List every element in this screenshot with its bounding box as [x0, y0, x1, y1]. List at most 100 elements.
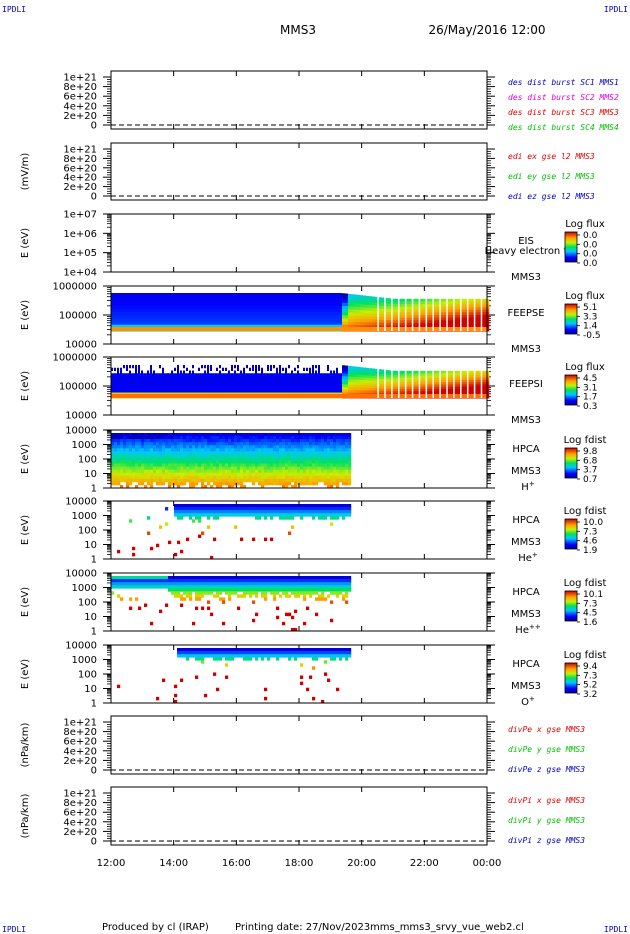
spectrogram-cell — [210, 293, 214, 297]
spectrogram-cell — [279, 376, 283, 380]
spectrogram-cell — [267, 481, 271, 486]
spectrogram-cell — [141, 442, 145, 446]
spectrogram-cell — [330, 442, 334, 446]
spectrogram-cell — [231, 448, 235, 452]
spectrogram-cell — [162, 460, 166, 464]
spectrogram-cell — [282, 312, 286, 316]
spectrogram-cell — [303, 466, 307, 471]
spectrogram-cell — [348, 436, 352, 440]
spectrogram-cell — [444, 382, 448, 385]
spectrogram-cell — [276, 463, 280, 468]
spectrogram-cell — [381, 383, 385, 387]
spectrogram-cell — [465, 304, 469, 308]
spectrogram-cell — [258, 475, 262, 480]
spectrogram-cell — [153, 384, 157, 388]
spectrogram-cell — [216, 318, 220, 322]
spectrogram-cell — [270, 305, 274, 310]
spectrogram-cell — [207, 451, 211, 455]
spectrogram-cell — [348, 460, 352, 464]
spectrogram-cell — [126, 373, 130, 377]
spectrogram-cell — [342, 442, 346, 446]
spectrogram-cell — [219, 513, 223, 517]
spectrogram-cell — [315, 387, 319, 391]
spectrogram-cell — [165, 299, 169, 303]
spectrogram-cell — [264, 384, 268, 388]
spectrogram-cell — [441, 382, 445, 385]
spectrogram-cell — [312, 308, 316, 313]
spectrogram-cell — [198, 439, 202, 443]
spectrogram-cell — [222, 315, 226, 319]
spectrogram-cell — [189, 389, 193, 393]
spectrogram-cell — [255, 433, 259, 437]
spectrogram-cell — [186, 318, 190, 322]
spectrogram-cell — [189, 513, 193, 517]
spectrogram-cell — [426, 384, 430, 388]
spectrogram-cell — [312, 469, 316, 474]
spectrogram-cell — [240, 451, 244, 455]
spectrogram-cell — [486, 314, 490, 319]
spectrogram-cell — [330, 315, 334, 319]
spectrogram-cell — [222, 445, 226, 449]
spectrogram-cell — [111, 321, 115, 326]
spectrogram-cell — [276, 373, 280, 377]
spectrogram-cell — [246, 513, 250, 517]
spectrogram-cell — [216, 507, 220, 511]
spectrogram-cell — [189, 381, 193, 385]
spectrogram-cell — [186, 463, 190, 468]
spectrogram-cell — [375, 373, 379, 377]
spectrogram-cell — [135, 484, 139, 489]
spectrogram-cell — [231, 293, 235, 297]
spectrogram-cell — [213, 389, 217, 393]
spectrogram-cell — [249, 510, 253, 514]
spectrogram-cell — [309, 442, 313, 446]
spectrogram-cell — [261, 436, 265, 440]
spectrogram-cell — [312, 387, 316, 391]
spectrogram-cell — [348, 293, 352, 298]
spectrogram-cell — [426, 379, 430, 383]
spectrogram-cell — [132, 475, 136, 480]
spectrogram-cell — [450, 386, 454, 390]
spectrogram-cell — [381, 376, 385, 380]
spectrogram-cell — [336, 376, 340, 380]
spectrogram-cell — [342, 387, 346, 391]
spectrogram-cell — [141, 439, 145, 443]
spectrogram-cell — [450, 379, 454, 383]
spectrogram-cell — [174, 384, 178, 388]
spectrogram-cell — [342, 312, 346, 316]
spectrogram-cell — [414, 391, 418, 394]
spectrogram-cell — [210, 555, 214, 560]
spectrogram-cell — [336, 296, 340, 300]
spectrogram-cell — [186, 312, 190, 316]
spectrogram-cell — [429, 298, 433, 302]
spectrogram-cell — [243, 472, 247, 477]
spectrogram-cell — [300, 433, 304, 437]
spectrogram-cell — [258, 381, 262, 385]
spectrogram-cell — [447, 377, 451, 381]
spectrogram-cell — [366, 387, 370, 391]
spectrogram-cell — [204, 299, 208, 303]
spectrogram-cell — [291, 318, 295, 322]
spectrogram-cell — [306, 387, 310, 391]
spectrogram-cell — [405, 298, 409, 302]
spectrogram-cell — [180, 504, 184, 508]
spectrogram-cell — [264, 299, 268, 303]
spectrogram-cell — [264, 481, 268, 486]
colorbar-tick-label: 1.7 — [583, 393, 597, 403]
spectrogram-cell — [321, 454, 325, 458]
spectrogram-cell — [255, 378, 259, 382]
spectrogram-cell — [219, 507, 223, 511]
spectrogram-cell — [111, 478, 115, 483]
spectrogram-cell — [195, 516, 199, 520]
spectrogram-cell — [177, 389, 181, 393]
spectrogram-cell — [483, 309, 487, 313]
spectrogram-cell — [417, 386, 421, 390]
spectrogram-cell — [408, 382, 412, 385]
spectrogram-cell — [402, 377, 406, 381]
spectrogram-cell — [129, 365, 131, 369]
spectrogram-cell — [429, 386, 433, 390]
spectrogram-cell — [204, 454, 208, 458]
spectrogram-cell — [171, 481, 175, 486]
spectrogram-cell — [243, 296, 247, 300]
spectrogram-cell — [123, 472, 127, 477]
spectrogram-cell — [420, 304, 424, 308]
